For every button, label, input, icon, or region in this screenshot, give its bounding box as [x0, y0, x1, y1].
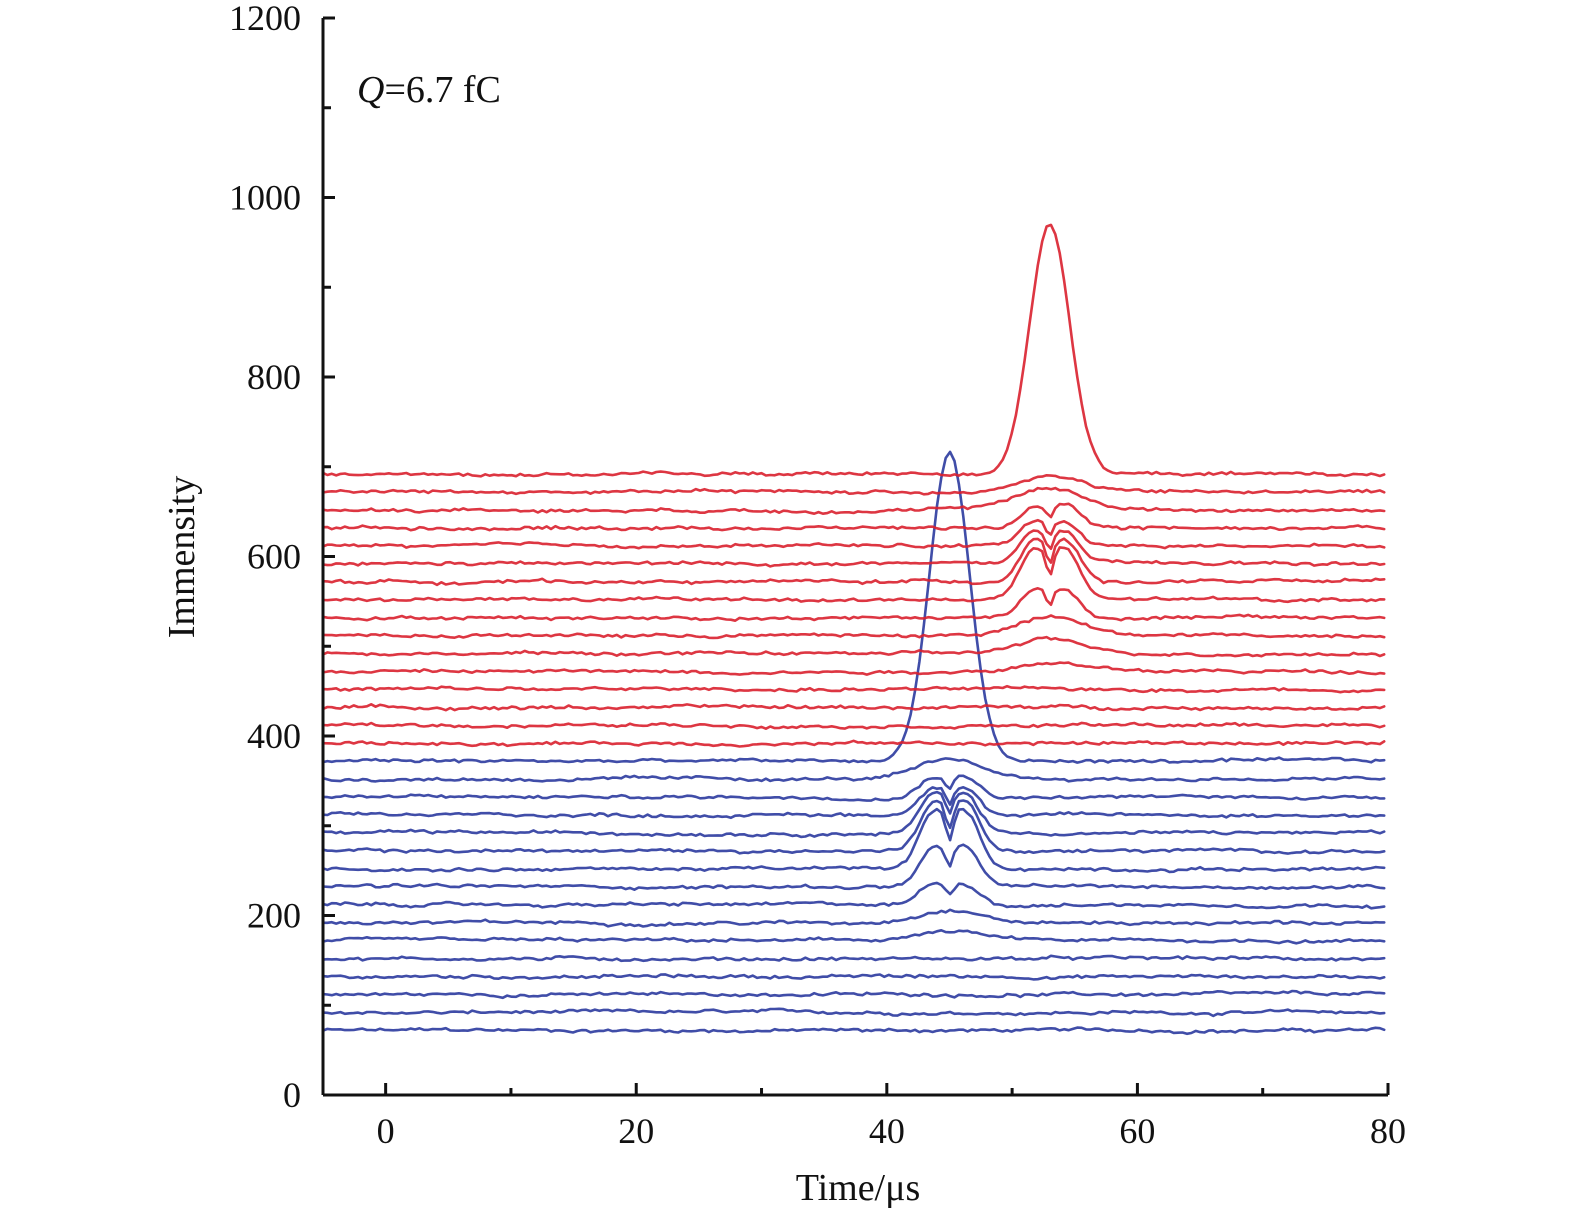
blue-trace-6 — [321, 908, 1386, 928]
y-tick-label: 400 — [247, 716, 301, 756]
blue-trace-7 — [321, 881, 1386, 910]
blue-trace-15 — [321, 450, 1386, 764]
x-tick-label: 0 — [377, 1111, 395, 1151]
y-axis-label: Immensity — [161, 476, 203, 639]
blue-trace-5 — [321, 928, 1386, 945]
blue-trace-2 — [321, 989, 1386, 1000]
blue-trace-12 — [321, 785, 1386, 820]
y-ticks: 0 200 400 600 800 1000 1200 — [229, 0, 335, 1115]
charge-symbol: Q — [357, 69, 384, 111]
red-trace-29 — [321, 486, 1386, 516]
y-tick-label: 200 — [247, 896, 301, 936]
red-trace-19 — [321, 684, 1386, 694]
x-ticks: 0 20 40 60 80 — [377, 1083, 1406, 1151]
blue-trace-3 — [321, 973, 1386, 981]
y-tick-label: 1200 — [229, 0, 301, 38]
blue-trace-0 — [321, 1026, 1386, 1036]
red-trace-17 — [321, 721, 1386, 731]
x-tick-label: 40 — [869, 1111, 905, 1151]
x-axis-label: Time/μs — [796, 1167, 921, 1209]
blue-trace-11 — [321, 790, 1386, 839]
red-trace-18 — [321, 702, 1386, 712]
charge-value: =6.7 fC — [384, 69, 500, 111]
x-tick-label: 60 — [1119, 1111, 1155, 1151]
charge-annotation: Q=6.7 fC — [357, 69, 501, 111]
red-trace-28 — [321, 502, 1386, 532]
red-trace-31 — [321, 223, 1386, 478]
blue-trace-1 — [321, 1007, 1386, 1018]
x-tick-label: 20 — [618, 1111, 654, 1151]
blue-trace-9 — [321, 807, 1386, 874]
red-trace-22 — [321, 614, 1386, 640]
y-tick-label: 800 — [247, 357, 301, 397]
blue-trace-8 — [321, 843, 1386, 892]
y-tick-label: 600 — [247, 537, 301, 577]
red-trace-20 — [321, 661, 1386, 676]
blue-trace-13 — [321, 774, 1386, 802]
y-tick-label: 0 — [283, 1075, 301, 1115]
red-trace-30 — [321, 473, 1386, 496]
red-trace-23 — [321, 586, 1386, 623]
red-trace-16 — [321, 739, 1386, 748]
red-trace-21 — [321, 635, 1386, 658]
red-trace-25 — [321, 537, 1386, 587]
blue-trace-4 — [321, 954, 1386, 963]
red-trace-24 — [321, 546, 1386, 604]
trace-group — [321, 223, 1386, 1036]
x-tick-label: 80 — [1370, 1111, 1406, 1151]
y-tick-label: 1000 — [229, 178, 301, 218]
blue-trace-10 — [321, 799, 1386, 855]
red-trace-27 — [321, 518, 1386, 550]
red-trace-26 — [321, 529, 1386, 568]
blue-trace-14 — [321, 757, 1386, 783]
